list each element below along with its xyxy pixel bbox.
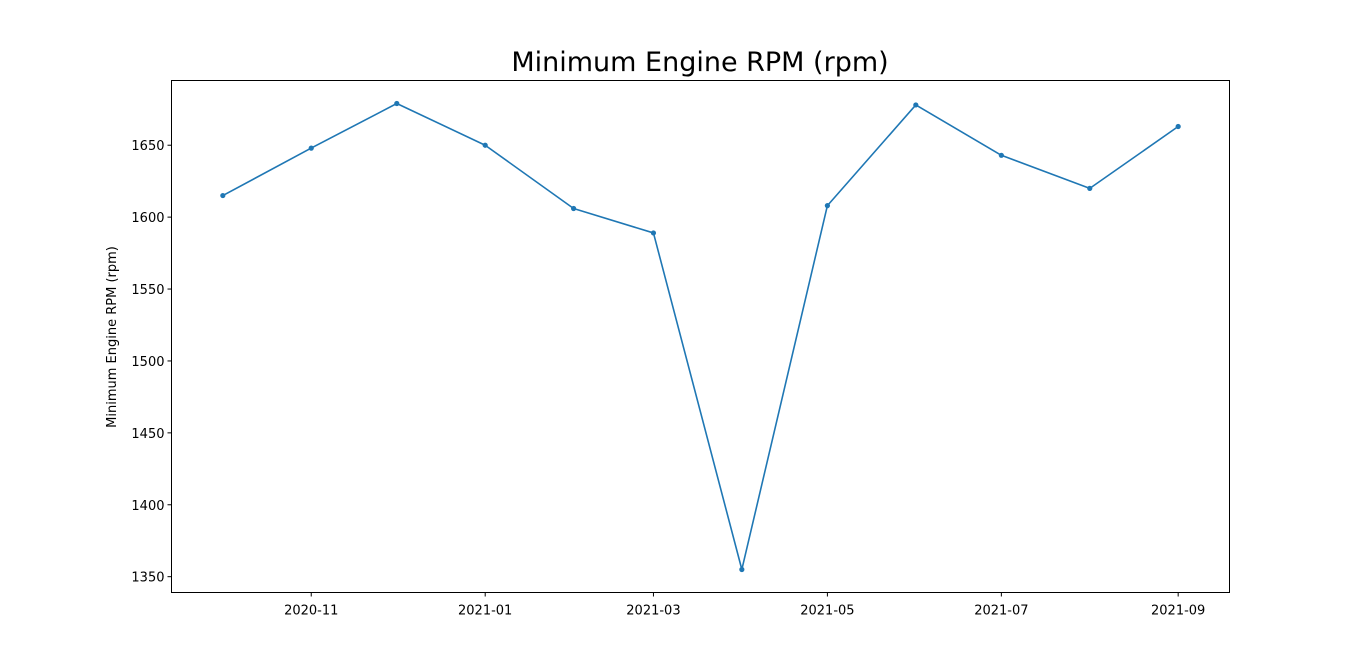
data-point: [913, 102, 919, 108]
x-tick-label: 2021-01: [458, 604, 512, 619]
x-tick-label: 2021-09: [1151, 604, 1205, 619]
y-tick-label: 1550: [131, 283, 164, 298]
plot-frame: [171, 80, 1230, 593]
data-point: [482, 142, 488, 148]
chart-title: Minimum Engine RPM (rpm): [511, 47, 888, 78]
y-tick-label: 1450: [131, 427, 164, 442]
data-point: [998, 152, 1004, 158]
series-line: [222, 102, 1179, 571]
y-tick-label: 1650: [131, 139, 164, 154]
data-point: [739, 566, 745, 573]
data-point: [394, 100, 400, 107]
x-tick-label: 2020-11: [284, 604, 338, 619]
data-point: [220, 192, 226, 199]
data-point: [650, 230, 657, 236]
plot-area: 1350 1400 1450 1500 1550 1600 1650 2020-11 2021-…: [131, 100, 1205, 619]
x-tick-label: 2021-07: [974, 604, 1028, 619]
data-point: [1087, 185, 1093, 191]
y-tick-label: 1500: [131, 355, 164, 370]
data-point: [1175, 123, 1181, 130]
y-tick-label: 1600: [131, 211, 164, 226]
y-axis-label: Minimum Engine RPM (rpm): [105, 246, 120, 428]
data-point: [308, 145, 314, 151]
data-point: [824, 203, 831, 209]
y-tick-label: 1400: [131, 499, 164, 514]
data-point: [571, 205, 577, 212]
y-tick-label: 1350: [131, 571, 164, 586]
x-tick-label: 2021-03: [626, 604, 680, 619]
x-tick-label: 2021-05: [800, 604, 854, 619]
